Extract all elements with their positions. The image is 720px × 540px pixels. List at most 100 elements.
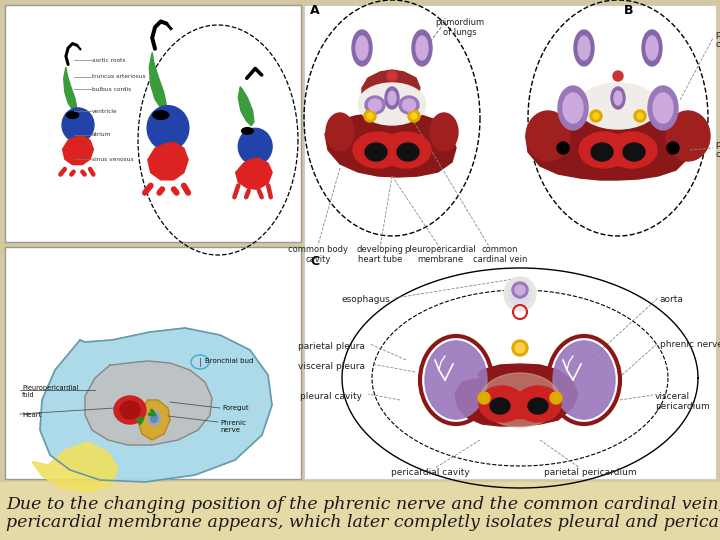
- Ellipse shape: [646, 36, 658, 60]
- Polygon shape: [40, 328, 272, 482]
- Circle shape: [512, 282, 528, 298]
- Circle shape: [634, 110, 646, 122]
- Ellipse shape: [381, 132, 431, 168]
- Ellipse shape: [238, 129, 272, 165]
- Ellipse shape: [479, 386, 525, 422]
- Ellipse shape: [150, 414, 158, 422]
- Ellipse shape: [558, 86, 588, 130]
- Ellipse shape: [666, 111, 710, 161]
- Text: A: A: [310, 4, 320, 17]
- Ellipse shape: [402, 99, 415, 111]
- Polygon shape: [325, 112, 456, 177]
- Ellipse shape: [504, 277, 536, 311]
- Bar: [0, 482, 720, 540]
- Ellipse shape: [369, 99, 382, 111]
- Ellipse shape: [120, 401, 140, 419]
- Ellipse shape: [62, 108, 94, 142]
- Ellipse shape: [648, 86, 678, 130]
- Polygon shape: [149, 52, 166, 112]
- Ellipse shape: [358, 83, 426, 125]
- Ellipse shape: [147, 106, 189, 150]
- Text: ventricle: ventricle: [92, 109, 118, 114]
- Ellipse shape: [528, 398, 548, 414]
- Ellipse shape: [326, 113, 354, 151]
- Text: aorta: aorta: [660, 295, 684, 304]
- Polygon shape: [32, 442, 118, 492]
- Circle shape: [387, 71, 397, 81]
- Circle shape: [478, 392, 490, 404]
- Ellipse shape: [353, 132, 403, 168]
- Text: visceral pleura: visceral pleura: [298, 362, 365, 371]
- Circle shape: [593, 113, 599, 119]
- Ellipse shape: [480, 373, 560, 427]
- Text: Phrenic
nerve: Phrenic nerve: [220, 420, 246, 433]
- Ellipse shape: [416, 36, 428, 60]
- Ellipse shape: [388, 91, 396, 105]
- Text: visceral
pericardium: visceral pericardium: [655, 392, 710, 411]
- Text: sinus venosus: sinus venosus: [92, 157, 134, 161]
- Circle shape: [613, 71, 623, 81]
- Ellipse shape: [148, 411, 160, 425]
- Text: bulbus cordis: bulbus cordis: [92, 87, 131, 92]
- Text: primordium
of lungs: primordium of lungs: [436, 18, 485, 37]
- Text: Heart: Heart: [22, 412, 41, 418]
- Ellipse shape: [614, 91, 622, 105]
- Text: aortic roots: aortic roots: [92, 58, 125, 63]
- Ellipse shape: [611, 87, 625, 109]
- Ellipse shape: [653, 93, 673, 123]
- Circle shape: [512, 340, 528, 356]
- Circle shape: [515, 285, 525, 295]
- Ellipse shape: [241, 127, 253, 134]
- Ellipse shape: [397, 143, 419, 161]
- Ellipse shape: [356, 36, 368, 60]
- Circle shape: [637, 113, 643, 119]
- Ellipse shape: [66, 112, 78, 118]
- Ellipse shape: [425, 341, 487, 419]
- Ellipse shape: [399, 96, 419, 114]
- Circle shape: [367, 113, 373, 119]
- Ellipse shape: [430, 113, 458, 151]
- Text: pericardial membrane appears, which later completly isolates pleural and pericar: pericardial membrane appears, which late…: [6, 514, 720, 531]
- Text: B: B: [624, 4, 634, 17]
- Ellipse shape: [623, 143, 645, 161]
- Ellipse shape: [578, 83, 658, 129]
- Ellipse shape: [509, 282, 531, 306]
- Ellipse shape: [578, 36, 590, 60]
- Polygon shape: [526, 106, 694, 180]
- Polygon shape: [63, 136, 94, 165]
- Text: pericardial cavity: pericardial cavity: [391, 468, 469, 477]
- Text: pleural cavity: pleural cavity: [300, 392, 362, 401]
- Ellipse shape: [642, 30, 662, 66]
- Ellipse shape: [153, 111, 168, 119]
- Polygon shape: [362, 70, 420, 112]
- Ellipse shape: [526, 111, 570, 161]
- Bar: [5, 247, 301, 479]
- Text: pericardial
cavity: pericardial cavity: [715, 140, 720, 159]
- Polygon shape: [85, 361, 212, 445]
- Text: esophagus: esophagus: [341, 295, 390, 304]
- Ellipse shape: [490, 398, 510, 414]
- Ellipse shape: [365, 143, 387, 161]
- Polygon shape: [238, 87, 254, 126]
- Text: truncus arteriosus: truncus arteriosus: [92, 74, 145, 79]
- Ellipse shape: [114, 396, 146, 424]
- Ellipse shape: [607, 132, 657, 168]
- Text: parietal pericardium: parietal pericardium: [544, 468, 636, 477]
- Polygon shape: [148, 143, 188, 180]
- Text: pleuropericardial
membrane: pleuropericardial membrane: [404, 245, 476, 265]
- Circle shape: [408, 110, 420, 122]
- Text: common
cardinal vein: common cardinal vein: [473, 245, 527, 265]
- Bar: [510, 394, 530, 418]
- Ellipse shape: [574, 30, 594, 66]
- Polygon shape: [235, 158, 272, 190]
- Ellipse shape: [591, 143, 613, 161]
- Circle shape: [557, 142, 569, 154]
- Ellipse shape: [515, 386, 561, 422]
- Text: Bronchial bud: Bronchial bud: [205, 358, 253, 364]
- Ellipse shape: [563, 93, 583, 123]
- Text: phrenic nerve: phrenic nerve: [660, 340, 720, 349]
- Text: Foregut: Foregut: [222, 405, 248, 411]
- Ellipse shape: [385, 87, 399, 109]
- Ellipse shape: [579, 132, 629, 168]
- Ellipse shape: [412, 30, 432, 66]
